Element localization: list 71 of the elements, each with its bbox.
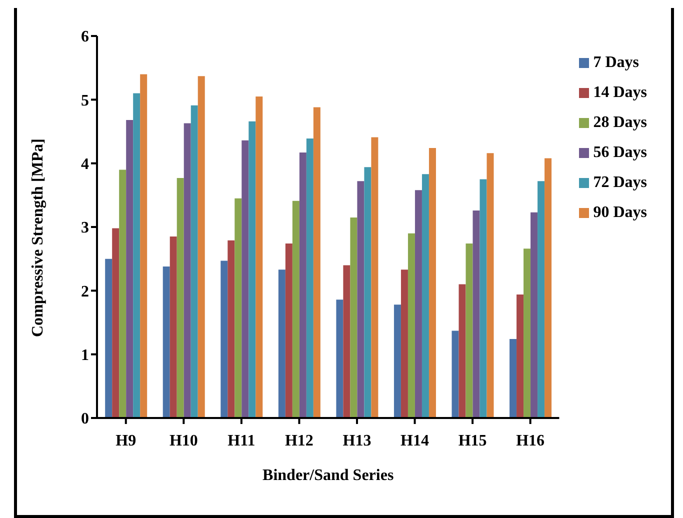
bar [184, 123, 191, 418]
bar [458, 284, 466, 418]
bar [306, 138, 314, 418]
x-tick-label: H15 [458, 432, 487, 450]
bar [466, 244, 473, 418]
legend-label: 90 Days [593, 204, 647, 221]
bar [228, 240, 235, 418]
x-tick-label: H14 [400, 432, 429, 450]
x-tick-label: H12 [284, 432, 314, 450]
bar [336, 300, 344, 418]
bar [234, 198, 242, 418]
y-tick-label: 0 [81, 410, 89, 428]
bar [486, 153, 494, 418]
bar [480, 179, 487, 418]
bar [472, 210, 480, 418]
y-tick-label: 3 [81, 220, 89, 237]
bar [176, 178, 184, 418]
bar [343, 265, 350, 418]
bar [313, 107, 320, 418]
x-tick-label: H16 [516, 432, 545, 450]
bar [285, 244, 292, 418]
bar [400, 270, 408, 418]
legend-label: 56 Days [593, 144, 647, 161]
legend-label: 72 Days [593, 174, 647, 191]
bar [256, 96, 263, 418]
y-tick-label: 4 [81, 156, 89, 174]
bar [394, 304, 401, 418]
bar [140, 74, 148, 418]
y-axis-title: Compressive Strength [MPa] [30, 138, 47, 337]
bar [299, 152, 306, 418]
y-tick-label: 5 [81, 92, 89, 110]
bar [422, 174, 429, 418]
bar [350, 217, 358, 418]
x-tick-label: H13 [342, 432, 372, 450]
bar [371, 137, 378, 418]
bar [516, 294, 524, 418]
bar [292, 200, 300, 418]
bar [357, 181, 364, 418]
bar [278, 270, 286, 418]
bar [119, 170, 126, 418]
bar [414, 190, 422, 418]
x-tick-label: H11 [228, 432, 256, 450]
bar [538, 181, 545, 418]
legend-label: 7 Days [593, 54, 639, 71]
x-tick-label: H9 [116, 432, 136, 450]
x-tick-label: H10 [169, 432, 198, 450]
x-axis-title: Binder/Sand Series [262, 467, 394, 484]
bar [248, 121, 256, 418]
bar [408, 233, 415, 418]
bar [133, 93, 140, 418]
legend-label: 14 Days [593, 84, 647, 101]
bar [170, 236, 177, 418]
bar [190, 105, 198, 418]
bar [452, 330, 459, 418]
bar [198, 76, 205, 418]
bar [428, 148, 436, 418]
bar [544, 158, 552, 418]
bar [162, 266, 170, 418]
y-tick-label: 2 [81, 283, 89, 300]
y-tick-label: 6 [81, 28, 89, 46]
bar [510, 339, 517, 418]
bar [524, 248, 531, 418]
y-tick-label: 1 [81, 347, 89, 364]
bar [105, 258, 112, 418]
bar [126, 120, 134, 418]
legend-label: 28 Days [593, 114, 647, 131]
bar [242, 140, 249, 418]
bar [530, 212, 538, 418]
bar [364, 167, 372, 418]
bar [112, 228, 120, 418]
bar [220, 260, 228, 418]
